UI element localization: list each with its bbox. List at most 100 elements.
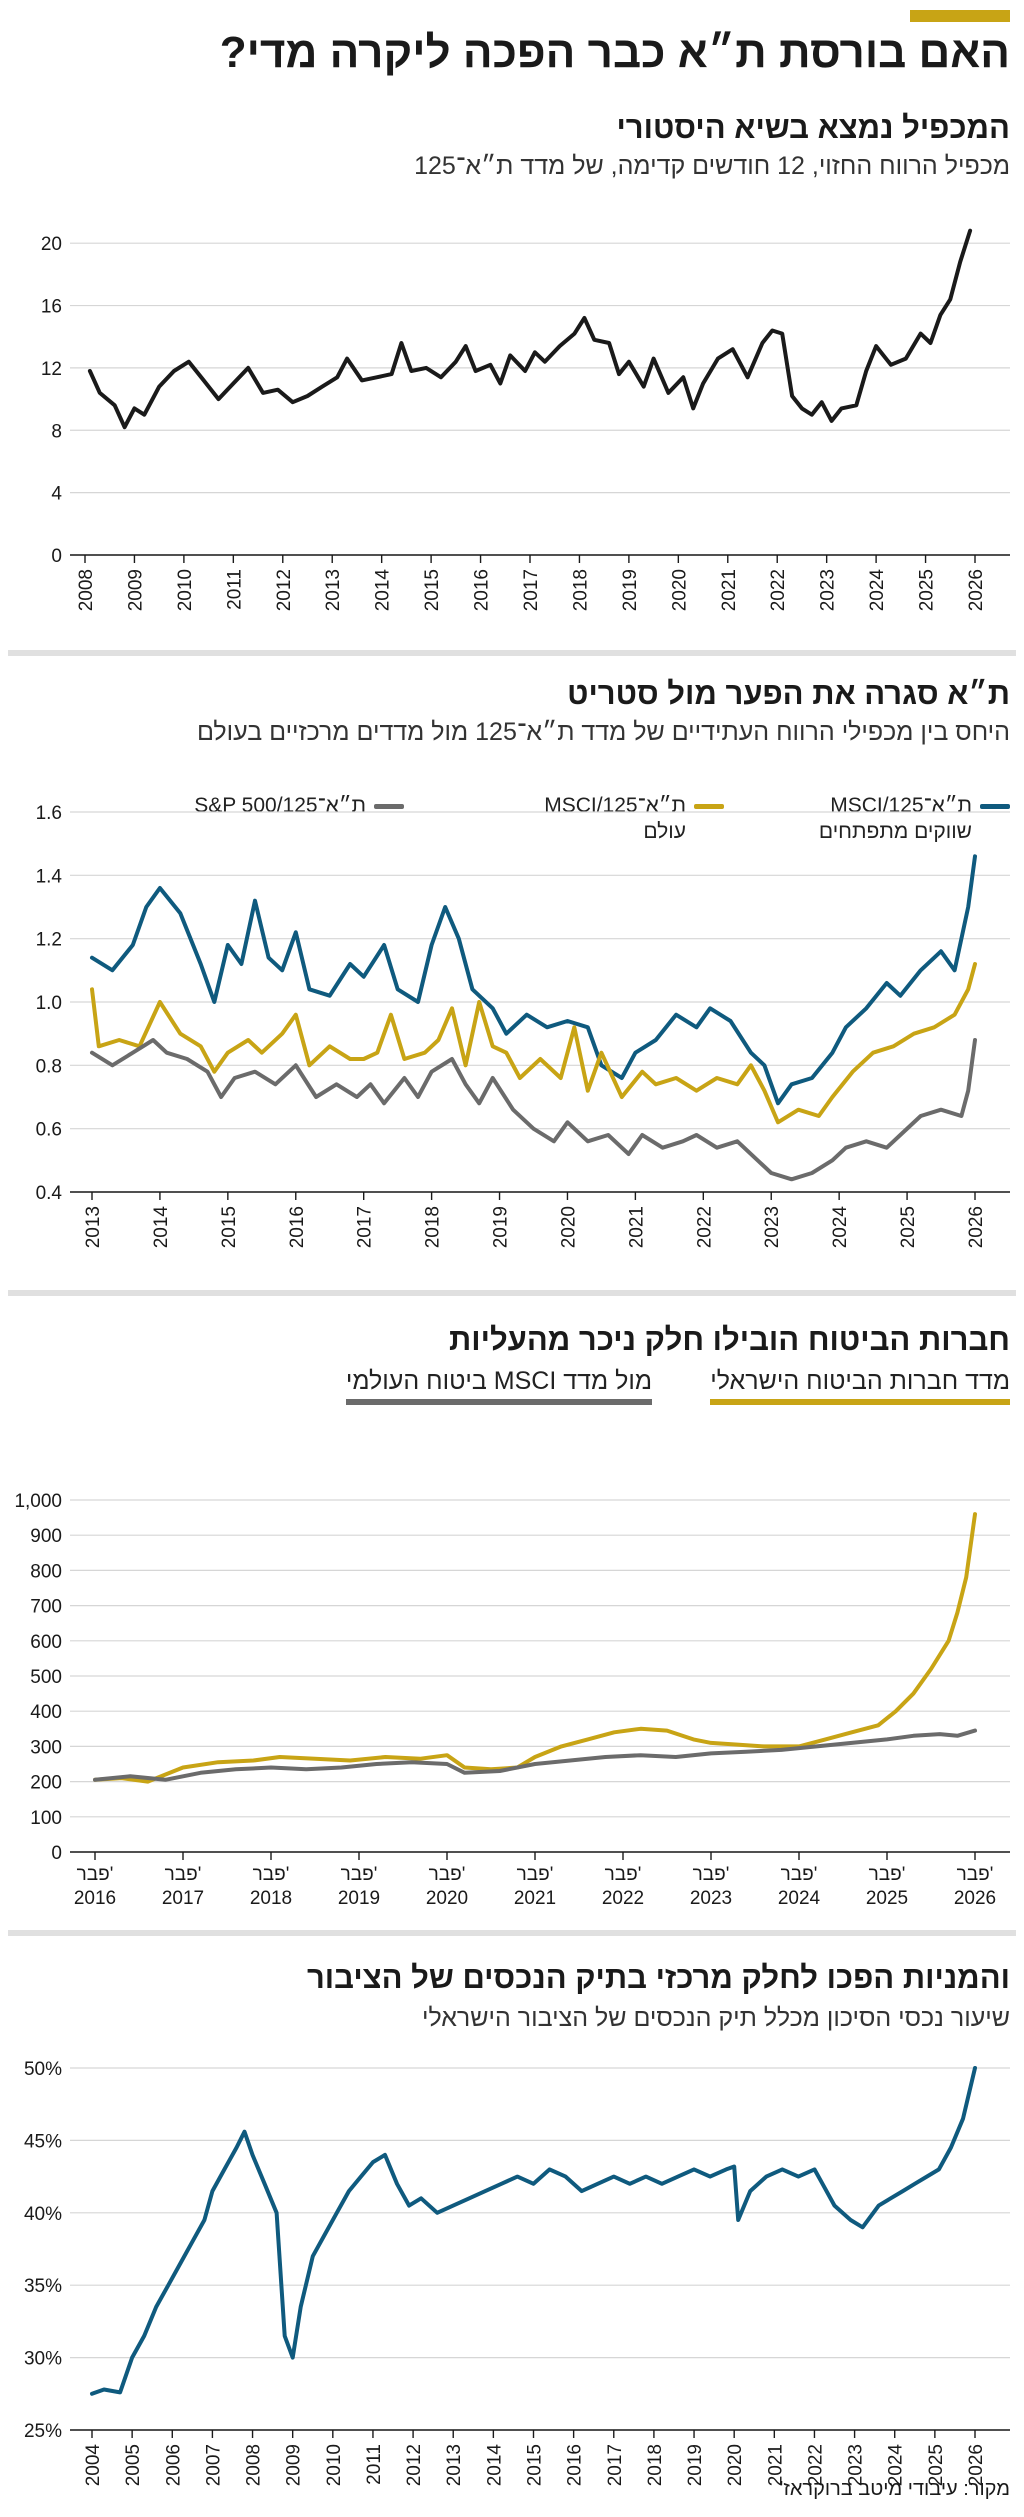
x-tick-label: 2008 [76, 569, 97, 611]
y-tick-label: 35% [24, 2276, 62, 2297]
y-tick-label: 500 [30, 1667, 62, 1688]
x-tick-label: 2026 [966, 2444, 987, 2486]
x-tick-label: 2007 [203, 2444, 224, 2486]
series-line [93, 1512, 977, 1784]
x-tick-label: 2026 [954, 1888, 996, 1909]
y-tick-label: 300 [30, 1737, 62, 1758]
x-tick-label: 2018 [645, 2444, 666, 2486]
legend-msci-world: ת״א־MSCI/125 עולם [544, 793, 724, 845]
series-line [87, 228, 973, 430]
accent-bar [910, 10, 1010, 22]
y-tick-label: 16 [41, 297, 62, 318]
source-note: מקור: עיבודי מיטב ברוקראז' [779, 2478, 1010, 2500]
legend-label-2: עולם [643, 820, 686, 843]
x-tick-label: פבר' [253, 1864, 290, 1885]
legend-label: ת״א־S&P 500/125 [194, 794, 366, 817]
y-tick-label: 1.2 [36, 930, 62, 951]
section-3-title: חברות הביטוח הובילו חלק ניכר מהעליות [448, 1322, 1010, 1357]
x-tick-label: 2023 [846, 2444, 867, 2486]
x-tick-label: 2011 [364, 2444, 385, 2485]
series-line [90, 1038, 977, 1182]
x-tick-label: 2026 [966, 1206, 987, 1248]
x-tick-label: 2024 [778, 1888, 821, 1909]
section-4-subtitle: שיעור נכסי הסיכון מכלל תיק הנכסים של הצי… [421, 2004, 1010, 2032]
y-tick-label: 12 [41, 359, 62, 380]
x-tick-label: 2020 [426, 1888, 468, 1909]
x-tick-label: 2004 [83, 2444, 104, 2487]
x-tick-label: 2021 [719, 569, 740, 611]
x-tick-label: 2022 [805, 2444, 826, 2486]
x-tick-label: 2015 [219, 1206, 240, 1248]
x-tick-label: 2019 [338, 1888, 380, 1909]
x-tick-label: 2019 [685, 2444, 706, 2486]
x-tick-label: 2019 [620, 569, 641, 611]
x-tick-label: 2018 [570, 569, 591, 611]
x-tick-label: 2016 [287, 1206, 308, 1248]
x-tick-label: 2009 [125, 569, 146, 611]
chart-pe-ratio: 0 4 8 12 16 20 2008 2009 2010 2011 2012 2013 2014 201… [41, 228, 1010, 611]
x-tick-label: 2012 [274, 569, 295, 611]
x-tick-label: 2017 [355, 1206, 376, 1248]
x-tick-label: 2022 [602, 1888, 644, 1909]
y-tick-label: 4 [51, 484, 62, 505]
y-tick-label: 1.0 [36, 993, 62, 1014]
y-tick-label: 0.4 [36, 1183, 63, 1204]
x-tick-label: 2013 [323, 569, 344, 611]
x-tick-label: פבר' [869, 1864, 906, 1885]
series-line [93, 1728, 977, 1782]
x-tick-label: 2023 [690, 1888, 732, 1909]
y-tick-label: 1,000 [14, 1491, 62, 1512]
x-tick-label: 2020 [669, 569, 690, 611]
legend-label: מדד חברות הביטוח הישראלי [710, 1367, 1010, 1405]
section-1-title: המכפיל נמצא בשיא היסטורי [616, 110, 1010, 145]
y-tick-label: 1.4 [36, 866, 63, 887]
y-tick-label: 0 [51, 546, 62, 567]
x-tick-label: פבר' [781, 1864, 818, 1885]
y-tick-label: 8 [51, 421, 62, 442]
x-tick-label: פבר' [341, 1864, 378, 1885]
series-line [90, 854, 977, 1106]
x-tick-label: 2013 [83, 1206, 104, 1248]
y-tick-label: 45% [24, 2131, 62, 2152]
x-tick-label: 2021 [514, 1888, 556, 1909]
y-tick-label: 100 [30, 1808, 62, 1829]
y-tick-label: 900 [30, 1526, 62, 1547]
x-tick-label: 2016 [472, 569, 493, 611]
y-tick-label: 200 [30, 1773, 62, 1794]
y-tick-label: 20 [41, 234, 62, 255]
x-tick-label: 2023 [762, 1206, 783, 1248]
chart-insurance: 0 100 200 300 400 500 600 700 800 900 1,000 פבר' 201… [14, 1491, 1010, 1909]
x-tick-label: פבר' [693, 1864, 730, 1885]
x-tick-label: פבר' [429, 1864, 466, 1885]
y-tick-label: 40% [24, 2204, 62, 2225]
y-tick-label: 800 [30, 1561, 62, 1582]
x-tick-label: 2006 [163, 2444, 184, 2486]
x-tick-label: 2010 [324, 2444, 345, 2486]
y-tick-label: 25% [24, 2421, 62, 2442]
x-tick-label: 2022 [768, 569, 789, 611]
x-tick-label: פבר' [517, 1864, 554, 1885]
x-tick-label: 2024 [886, 2444, 907, 2487]
legend-label: מול מדד MSCI ביטוח העולמי [345, 1367, 652, 1405]
x-tick-label: 2022 [694, 1206, 715, 1248]
x-tick-label: 2025 [866, 1888, 908, 1909]
section-2-subtitle: היחס בין מכפילי הרווח העתידיים של מדד ת״… [196, 718, 1010, 746]
x-tick-label: פבר' [605, 1864, 642, 1885]
legend-swatch-gold [694, 803, 724, 809]
legend-msci-em: ת״א־MSCI/125 שווקים מתפתחים [819, 793, 1010, 845]
x-tick-label: פבר' [165, 1864, 202, 1885]
series-line [90, 2066, 977, 2396]
x-tick-label: 2005 [123, 2444, 144, 2486]
x-tick-label: 2012 [404, 2444, 425, 2486]
y-tick-label: 1.6 [36, 803, 62, 824]
x-tick-label: 2013 [444, 2444, 465, 2486]
y-tick-label: 0.6 [36, 1120, 62, 1141]
x-tick-label: 2025 [898, 1206, 919, 1248]
divider-3 [8, 1930, 1016, 1936]
x-tick-label: 2017 [521, 569, 542, 611]
x-tick-label: 2020 [725, 2444, 746, 2486]
x-tick-label: 2011 [224, 569, 245, 610]
section-1-subtitle: מכפיל הרווח החזוי, 12 חודשים קדימה, של מ… [414, 152, 1010, 180]
x-tick-label: 2017 [605, 2444, 626, 2486]
x-tick-label: 2016 [74, 1888, 116, 1909]
